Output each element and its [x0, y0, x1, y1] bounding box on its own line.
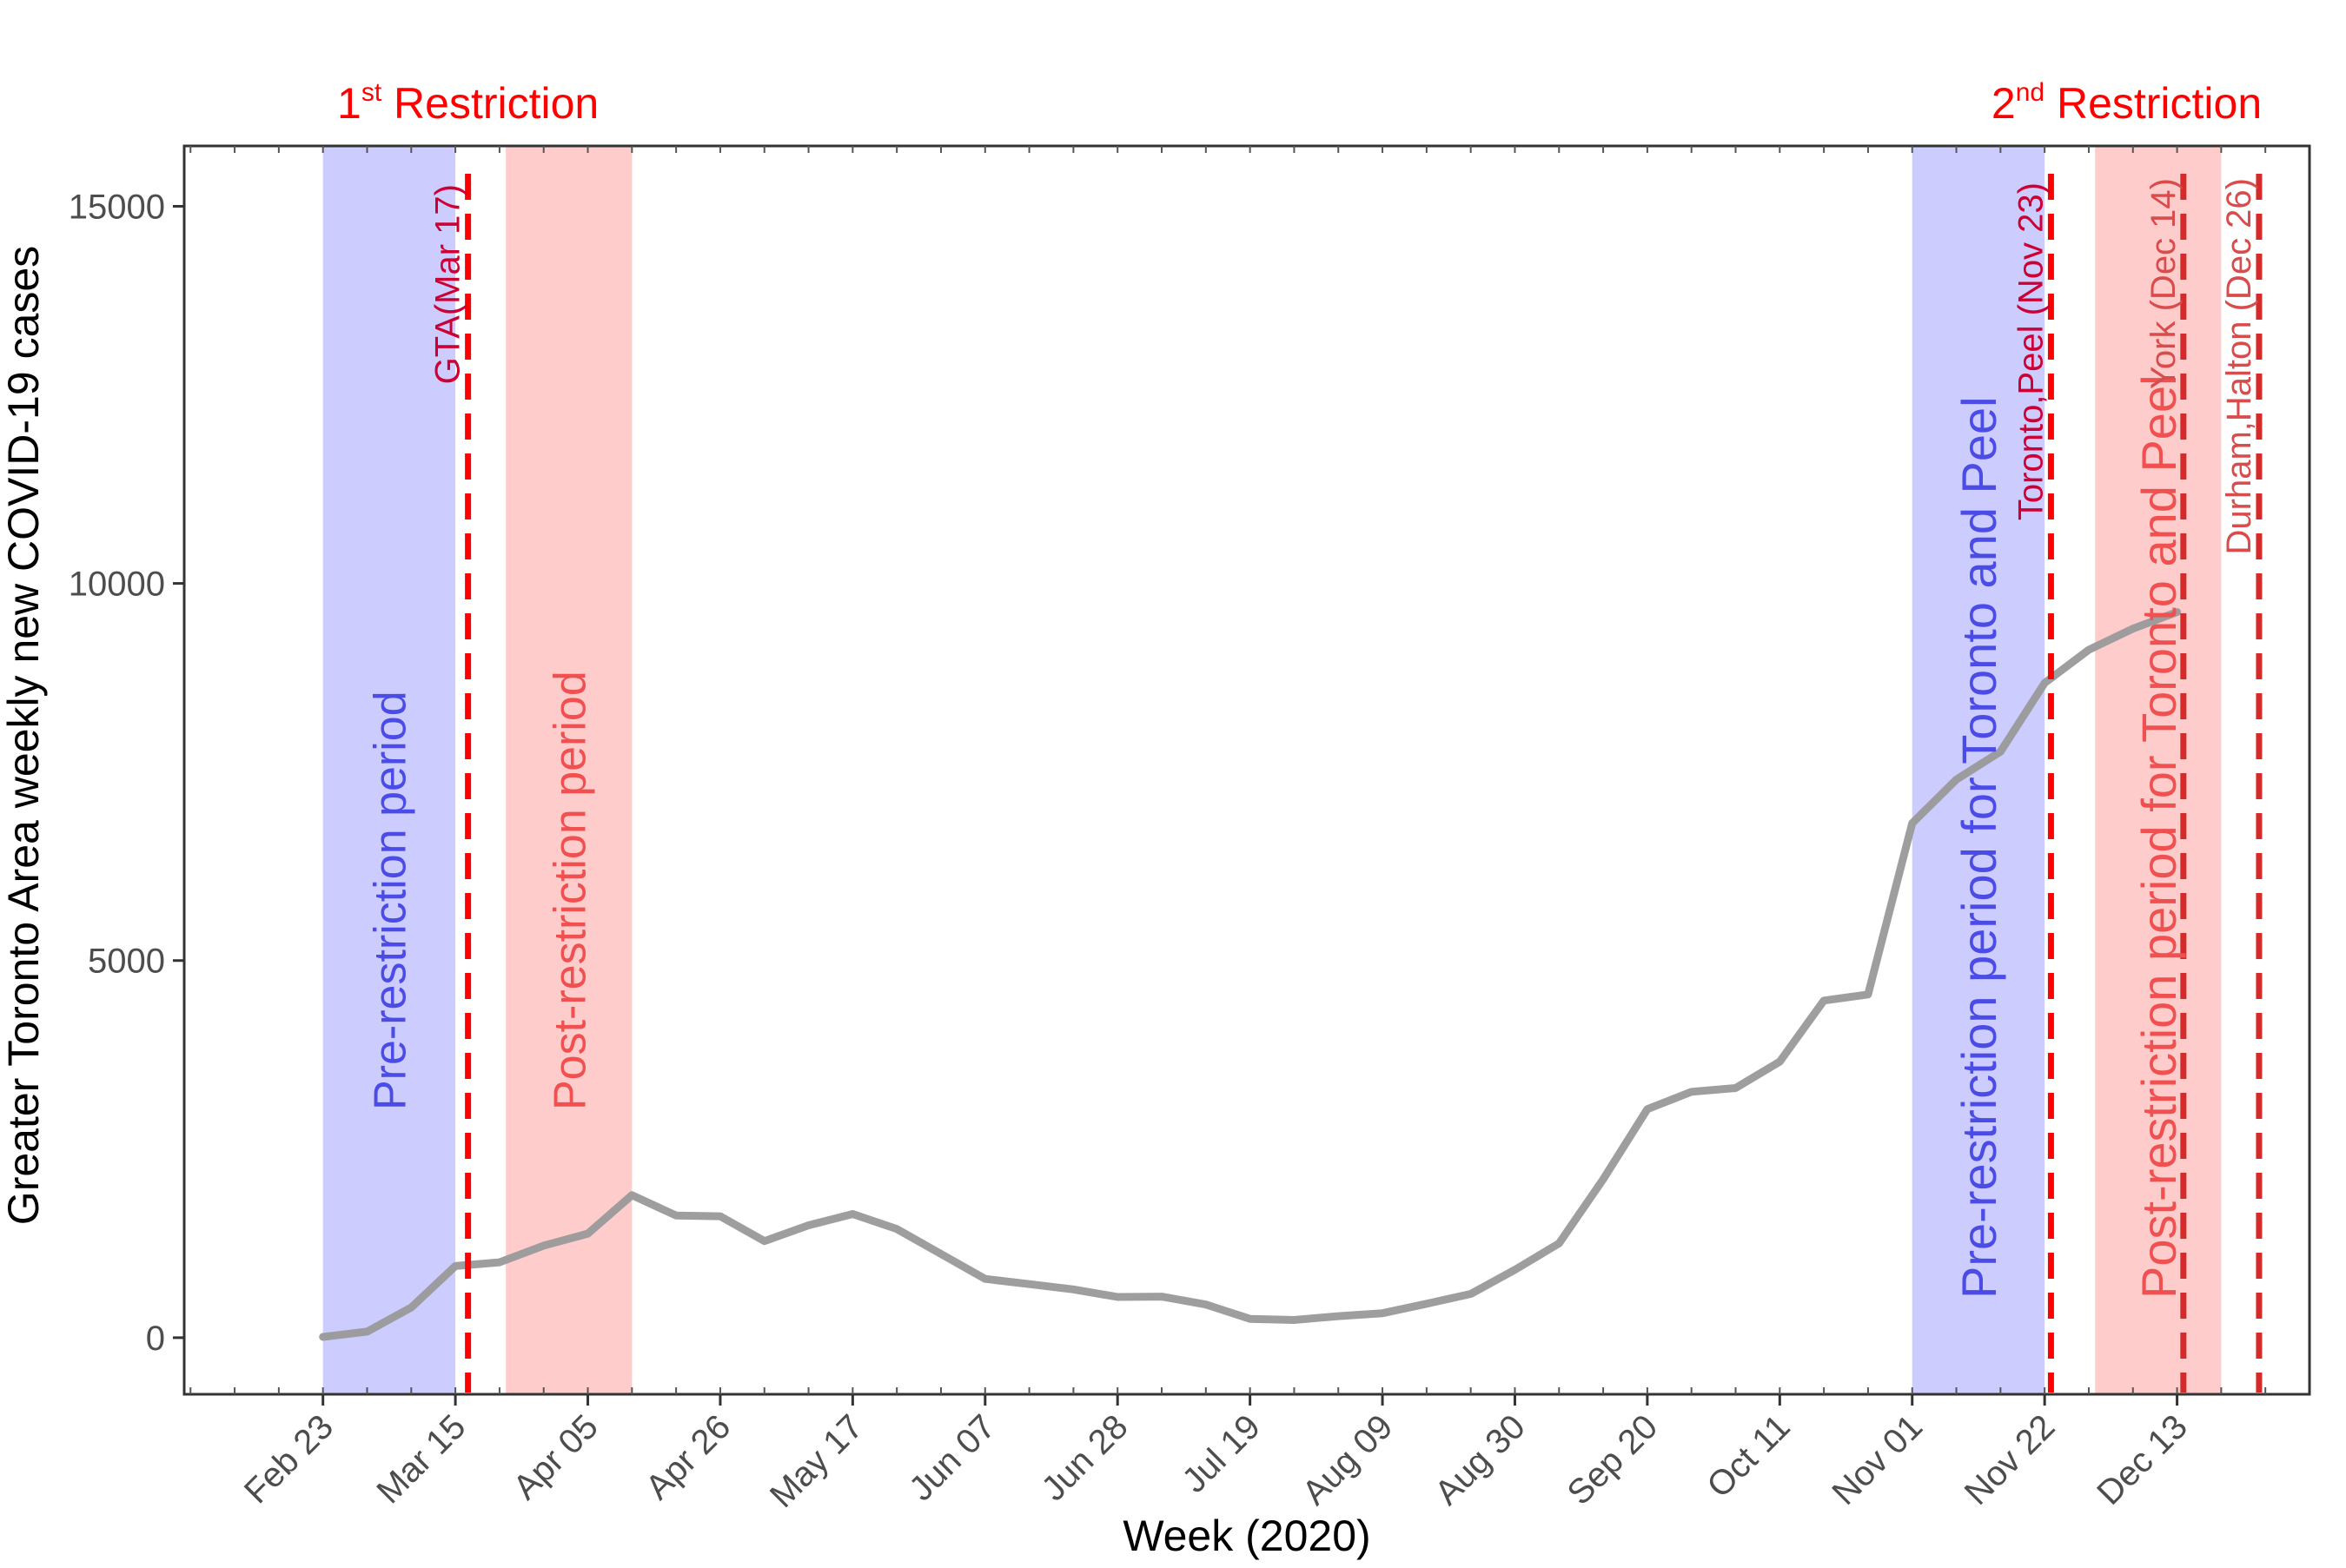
series-layer	[319, 608, 2182, 1341]
shaded-region-1	[506, 147, 633, 1393]
vline-label-1: Toronto,Peel (Nov 23)	[2011, 182, 2050, 520]
restriction-annotation-0: 1st Restriction	[337, 78, 599, 128]
shaded-region-0	[322, 147, 456, 1393]
x-tick-label-10: Sep 20	[1560, 1407, 1665, 1512]
x-tick-label-4: May 17	[763, 1407, 871, 1515]
vline-label-3: Durham,Halton (Dec 26)	[2220, 178, 2258, 555]
y-tick-label-2: 10000	[69, 566, 165, 604]
region-label-0: Pre-restriction period	[366, 691, 416, 1110]
x-tick-label-13: Nov 22	[1958, 1407, 2063, 1512]
x-axis-title: Week (2020)	[1123, 1512, 1370, 1560]
x-tick-label-5: Jun 07	[902, 1407, 1003, 1508]
annotation-rest: Restriction	[381, 79, 599, 128]
annotation-base: 2	[1991, 79, 2016, 128]
x-tick-label-7: Jul 19	[1175, 1407, 1268, 1500]
x-tick-label-6: Jun 28	[1035, 1407, 1136, 1508]
x-tick-label-9: Aug 30	[1428, 1407, 1533, 1512]
y-tick-label-0: 0	[146, 1320, 165, 1358]
annotations-layer: 1st Restriction 2nd Restriction	[337, 78, 2262, 128]
x-tick-label-11: Oct 11	[1700, 1407, 1797, 1505]
x-tick-label-3: Apr 26	[639, 1407, 738, 1506]
annotation-superscript: st	[361, 78, 382, 107]
x-tick-label-8: Aug 09	[1296, 1407, 1401, 1512]
annotation-superscript: nd	[2016, 78, 2044, 107]
shaded-regions-layer	[322, 147, 2222, 1393]
region-label-2: Pre-restriction period for Toronto and P…	[1952, 396, 2006, 1299]
region-labels-layer: Pre-restriction period Post-restriction p…	[366, 178, 2258, 1299]
annotation-rest: Restriction	[2044, 79, 2262, 128]
vline-label-0: GTA(Mar 17)	[429, 184, 467, 384]
x-tick-label-12: Nov 01	[1825, 1407, 1930, 1512]
x-tick-label-2: Apr 05	[506, 1407, 605, 1506]
y-tick-label-3: 15000	[69, 188, 165, 226]
x-tick-label-1: Mar 15	[369, 1407, 473, 1511]
vline-label-2: York (Dec 14)	[2144, 178, 2183, 389]
annotation-base: 1	[337, 79, 361, 128]
vlines-layer	[465, 174, 2263, 1393]
y-axis-title: Greater Toronto Area weekly new COVID-19…	[0, 246, 48, 1225]
plot-frame	[182, 144, 2311, 1396]
restriction-annotation-1: 2nd Restriction	[1991, 78, 2262, 128]
region-label-3: Post-restriction period for Toronto and …	[2131, 374, 2186, 1299]
x-tick-label-0: Feb 23	[237, 1407, 341, 1511]
series-line-0	[319, 608, 2182, 1341]
region-label-1: Post-restriction period	[545, 671, 595, 1110]
shaded-region-3	[2095, 147, 2222, 1393]
x-tick-label-14: Dec 13	[2090, 1407, 2195, 1512]
y-tick-label-1: 5000	[88, 943, 165, 981]
